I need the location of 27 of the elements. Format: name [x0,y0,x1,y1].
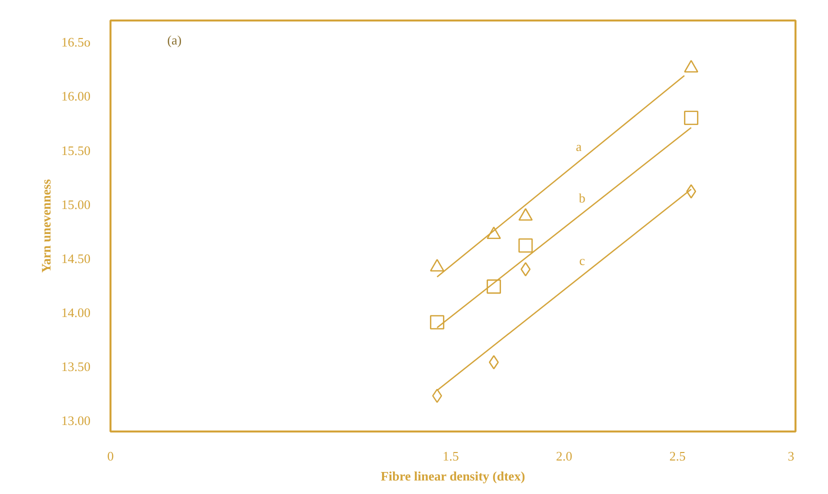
series-label: b [578,190,586,206]
annotation: (a) [167,32,182,48]
y-axis-title: Yarn unevenness [38,179,54,273]
series-label: a [576,139,582,154]
point [488,355,499,370]
point [518,238,533,253]
x-tick-label: 1.5 [442,448,459,464]
point [520,262,531,276]
y-tick-label: 13.00 [61,413,90,428]
x-tick-label: 0 [107,448,114,464]
y-tick-label: 14.00 [61,305,90,320]
point [684,110,698,125]
x-tick-label: 2.5 [669,448,686,464]
y-tick-label: 16.00 [61,88,90,104]
y-tick-label: 14.50 [61,250,90,266]
point [486,279,501,294]
x-axis-title: Fibre linear density (dtex) [380,468,526,484]
y-tick-label: 16.5o [61,34,90,50]
x-tick-label: 3 [788,448,794,464]
y-tick-label: 15.00 [61,196,90,212]
point [686,184,696,199]
y-tick-label: 15.50 [61,142,90,158]
point [430,315,444,330]
y-tick-label: 13.50 [61,359,90,374]
series-label: c [579,252,586,268]
point [432,388,442,403]
x-tick-label: 2.0 [556,448,572,464]
